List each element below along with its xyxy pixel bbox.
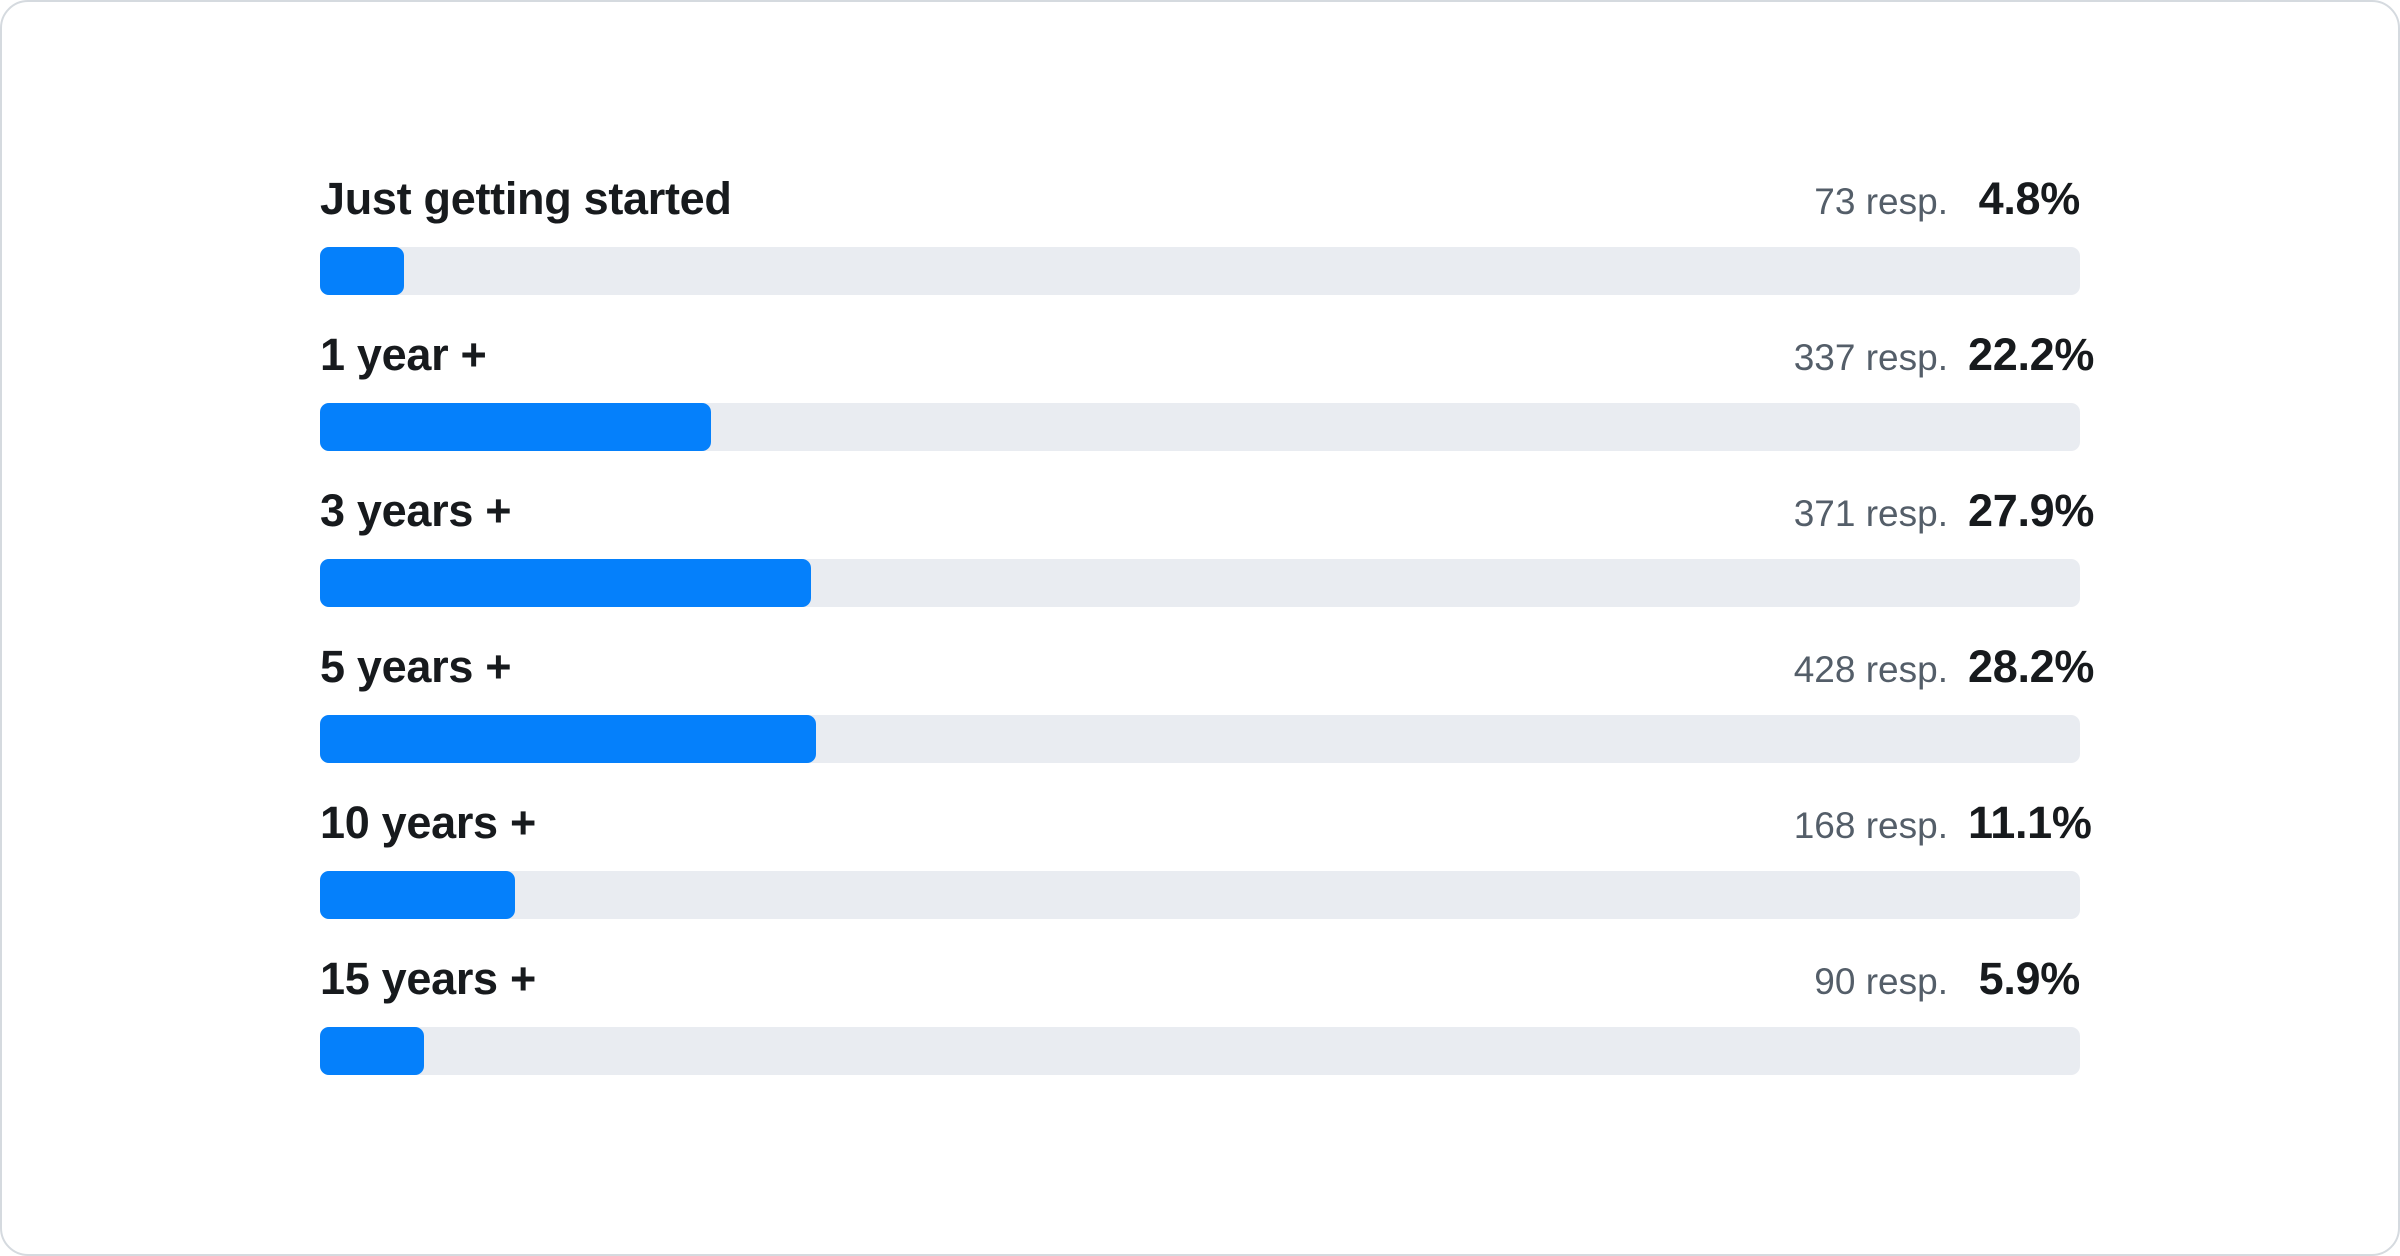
progress-fill xyxy=(320,403,711,451)
answer-row: 10 years + 168 resp. 11.1% xyxy=(320,794,2092,950)
progress-track xyxy=(320,1027,2080,1075)
progress-track xyxy=(320,403,2080,451)
progress-track xyxy=(320,871,2080,919)
answer-row: Just getting started 73 resp. 4.8% xyxy=(320,170,2080,326)
answer-row: 15 years + 90 resp. 5.9% xyxy=(320,950,2080,1106)
response-count: 168 resp. xyxy=(1793,805,1948,846)
response-count: 371 resp. xyxy=(1793,493,1948,534)
response-count: 337 resp. xyxy=(1793,337,1948,378)
answer-label: 15 years + xyxy=(320,953,536,1004)
answer-row-header: 5 years + 428 resp. 28.2% xyxy=(320,638,2095,696)
progress-fill xyxy=(320,871,516,919)
progress-track xyxy=(320,559,2080,607)
progress-track xyxy=(320,715,2080,763)
answer-row: 5 years + 428 resp. 28.2% xyxy=(320,638,2095,794)
progress-track xyxy=(320,247,2080,295)
progress-fill xyxy=(320,715,817,763)
answer-label: 3 years + xyxy=(320,485,512,536)
answer-row: 3 years + 371 resp. 27.9% xyxy=(320,482,2095,638)
progress-fill xyxy=(320,559,812,607)
percent-value: 4.8% xyxy=(1978,173,2081,224)
progress-fill xyxy=(320,247,405,295)
answer-row-header: 1 year + 337 resp. 22.2% xyxy=(320,326,2095,384)
answer-row-header: 15 years + 90 resp. 5.9% xyxy=(320,950,2080,1008)
percent-value: 28.2% xyxy=(1968,641,2095,692)
answer-label: 10 years + xyxy=(320,797,536,848)
answer-label: Just getting started xyxy=(320,173,732,224)
answer-row-header: 10 years + 168 resp. 11.1% xyxy=(320,794,2092,852)
response-count: 73 resp. xyxy=(1814,181,1948,222)
response-count: 428 resp. xyxy=(1793,649,1948,690)
answer-row-header: 3 years + 371 resp. 27.9% xyxy=(320,482,2095,540)
percent-value: 11.1% xyxy=(1968,797,2092,848)
response-count: 90 resp. xyxy=(1814,961,1948,1002)
answer-label: 1 year + xyxy=(320,329,487,380)
percent-value: 22.2% xyxy=(1968,329,2095,380)
results-list: Just getting started 73 resp. 4.8% 1 yea… xyxy=(2,2,2398,1106)
percent-value: 5.9% xyxy=(1978,953,2081,1004)
answer-row: 1 year + 337 resp. 22.2% xyxy=(320,326,2095,482)
answer-label: 5 years + xyxy=(320,641,512,692)
progress-fill xyxy=(320,1027,424,1075)
percent-value: 27.9% xyxy=(1968,485,2095,536)
answer-row-header: Just getting started 73 resp. 4.8% xyxy=(320,170,2080,228)
